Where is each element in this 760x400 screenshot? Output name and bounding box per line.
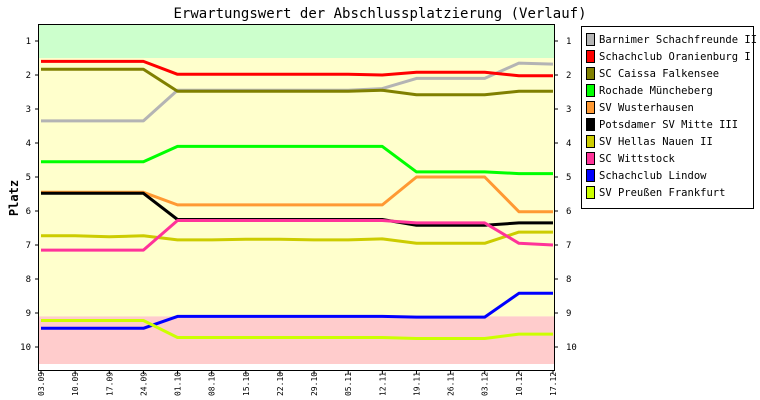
background-bands	[39, 25, 554, 364]
plot-frame	[38, 24, 555, 371]
y-tick-label-right-9: 10	[566, 343, 577, 353]
y-tick-label-right-7: 8	[566, 275, 571, 285]
legend-label-4: SV Wusterhausen	[599, 102, 694, 114]
series-line-9	[41, 319, 553, 340]
x-tick-label-7: 22.10	[276, 372, 285, 396]
x-tick-label-2: 17.09	[105, 372, 114, 396]
series-line-3	[41, 144, 553, 176]
y-tick-label-right-6: 7	[566, 241, 571, 251]
chart-title: Erwartungswert der Abschlussplatzierung …	[173, 6, 586, 22]
legend-label-9: SV Preußen Frankfurt	[599, 187, 725, 199]
legend-label-0: Barnimer Schachfreunde II	[599, 34, 757, 46]
legend-label-3: Rochade Müncheberg	[599, 85, 713, 97]
legend-swatch-8	[586, 169, 595, 182]
x-tick-label-6: 15.10	[242, 372, 251, 396]
series-line-6	[41, 230, 553, 245]
x-tick-label-15: 17.12	[549, 372, 558, 396]
series-line-2	[41, 67, 553, 97]
legend-label-8: Schachclub Lindow	[599, 170, 707, 182]
legend-swatch-7	[586, 152, 595, 165]
x-tick-label-5: 08.10	[208, 372, 217, 396]
y-tick-label-right-8: 9	[566, 309, 571, 319]
legend: Barnimer Schachfreunde II Schachclub Oran…	[581, 26, 757, 209]
y-tick-label-left-3: 4	[26, 139, 31, 149]
legend-swatch-4	[586, 101, 595, 114]
y-tick-label-right-0: 1	[566, 37, 571, 47]
series-line-7	[41, 219, 554, 252]
x-tick-label-3: 24.09	[139, 372, 148, 396]
series-line-8	[41, 291, 553, 330]
x-tick-label-8: 29.10	[310, 372, 319, 396]
legend-label-1: Schachclub Oranienburg I	[599, 51, 751, 63]
y-axis-ticks: 1 1 2 2 3 3 4 4 5 5 6 6 7 7 8 8 9 9 10 10	[20, 37, 577, 353]
y-tick-label-left-5: 6	[26, 207, 31, 217]
x-tick-label-1: 10.09	[71, 372, 80, 396]
y-tick-label-left-2: 3	[26, 105, 31, 115]
x-tick-label-14: 10.12	[515, 372, 524, 396]
band-0	[39, 25, 554, 58]
band-2	[39, 316, 554, 364]
y-tick-label-left-7: 8	[26, 275, 31, 285]
band-1	[39, 58, 554, 317]
y-axis-label: Platz	[7, 180, 21, 216]
y-tick-label-left-6: 7	[26, 241, 31, 251]
legend-swatch-9	[586, 186, 595, 199]
y-tick-label-right-1: 2	[566, 71, 571, 81]
y-tick-label-left-8: 9	[26, 309, 31, 319]
y-tick-label-right-2: 3	[566, 105, 571, 115]
legend-label-5: Potsdamer SV Mitte III	[599, 119, 738, 131]
x-tick-label-0: 03.09	[37, 372, 46, 396]
legend-label-6: SV Hellas Nauen II	[599, 136, 713, 148]
x-tick-label-4: 01.10	[174, 372, 183, 396]
y-tick-label-left-9: 10	[20, 343, 31, 353]
y-tick-label-right-3: 4	[566, 139, 571, 149]
legend-swatch-5	[586, 118, 595, 131]
legend-swatch-2	[586, 67, 595, 80]
legend-swatch-3	[586, 84, 595, 97]
x-tick-label-10: 12.11	[378, 372, 387, 396]
y-tick-label-left-1: 2	[26, 71, 31, 81]
x-tick-label-9: 05.11	[344, 372, 353, 396]
y-tick-label-right-5: 6	[566, 207, 571, 217]
x-axis-ticks: 03.09 10.09 17.09 24.09 01.10 08.10 15.10 22.10…	[37, 370, 558, 396]
legend-label-2: SC Caissa Falkensee	[599, 68, 719, 80]
legend-box	[581, 26, 754, 209]
series-lines	[41, 59, 554, 340]
y-tick-label-left-4: 5	[26, 173, 31, 183]
y-tick-label-right-4: 5	[566, 173, 571, 183]
legend-swatch-1	[586, 50, 595, 63]
legend-label-7: SC Wittstock	[599, 153, 676, 165]
legend-swatch-6	[586, 135, 595, 148]
legend-swatch-0	[586, 33, 595, 46]
x-tick-label-11: 19.11	[412, 372, 421, 396]
y-tick-label-left-0: 1	[26, 37, 31, 47]
series-line-1	[41, 59, 553, 78]
x-tick-label-12: 26.11	[447, 372, 456, 396]
x-tick-label-13: 03.12	[481, 372, 490, 396]
